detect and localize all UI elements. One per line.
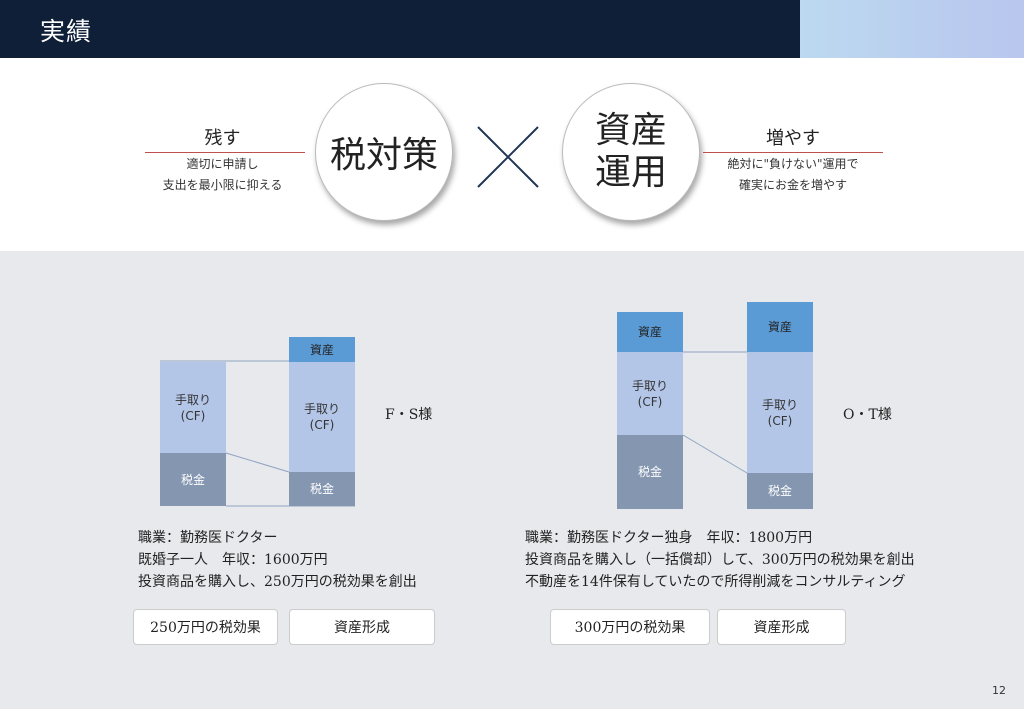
asset-bar-label: 資産 <box>637 325 662 339</box>
case1-description: 職業：勤務医ドクター 既婚子一人 年収：1600万円 投資商品を購入し、250万… <box>138 527 417 593</box>
tax-effect-button-2[interactable]: 300万円の税効果 <box>550 609 710 645</box>
tax-bar-before: 税金 <box>617 435 683 509</box>
asset-management-label: 資産 <box>594 110 667 151</box>
tax-bar-after: 税金 <box>747 473 813 509</box>
asset-bar-before: 資産 <box>617 312 683 352</box>
case2-description: 職業：勤務医ドクター独身 年収：1800万円 投資商品を購入し（一括償却）して、… <box>525 527 915 593</box>
asset-bar-after: 資産 <box>289 337 355 362</box>
cf-bar-label: 手取り (CF) <box>174 392 211 423</box>
tax-measure-label: 税対策 <box>329 135 438 176</box>
asset-bar-label: 資産 <box>309 342 334 357</box>
cf-bar-label: 手取り (CF) <box>303 402 340 432</box>
asset-management-label: 運用 <box>594 152 667 193</box>
case2-desc-line: 職業：勤務医ドクター独身 年収：1800万円 <box>525 530 813 546</box>
header-bar <box>0 0 800 58</box>
case2-desc-line: 投資商品を購入し（一括償却）して、300万円の税効果を創出 <box>525 552 915 568</box>
cf-bar-label: 手取り (CF) <box>631 378 668 409</box>
times-icon <box>477 126 539 188</box>
tax-bar-label: 税金 <box>637 465 662 479</box>
tax-bar-label: 税金 <box>767 484 792 498</box>
tax-effect-button-1[interactable]: 250万円の税効果 <box>133 609 278 645</box>
client-name-ot: O・T様 <box>843 407 892 423</box>
tax-measure-circle: 税対策 <box>315 83 453 221</box>
left-desc-line: 適切に申請し <box>186 157 259 171</box>
header-accent <box>800 0 1024 58</box>
right-title: 増やす <box>766 128 820 149</box>
right-desc-line: 確実にお金を増やす <box>738 178 847 192</box>
right-divider <box>703 152 883 153</box>
asset-formation-button-1[interactable]: 資産形成 <box>289 609 435 645</box>
tax-bar-label: 税金 <box>180 472 205 487</box>
right-description: 絶対に"負けない"運用で 確実にお金を増やす <box>698 154 888 196</box>
page-title: 実績 <box>40 17 93 46</box>
tax-bar-after: 税金 <box>289 472 355 506</box>
client-name-fs: F・S様 <box>385 407 433 423</box>
asset-bar-label: 資産 <box>767 320 792 334</box>
cf-bar-before: 手取り (CF) <box>617 352 683 435</box>
case2-desc-line: 不動産を14件保有していたので所得削減をコンサルティング <box>525 574 906 590</box>
case1-desc-line: 投資商品を購入し、250万円の税効果を創出 <box>138 574 417 590</box>
asset-formation-button-2[interactable]: 資産形成 <box>717 609 846 645</box>
tax-bar-before: 税金 <box>160 453 226 506</box>
cf-bar-before: 手取り (CF) <box>160 362 226 453</box>
left-desc-line: 支出を最小限に抑える <box>162 178 283 192</box>
left-divider <box>145 152 305 153</box>
asset-bar-after: 資産 <box>747 302 813 352</box>
case1-desc-line: 職業：勤務医ドクター <box>138 530 278 546</box>
left-description: 適切に申請し 支出を最小限に抑える <box>140 154 305 196</box>
cf-bar-after: 手取り (CF) <box>289 362 355 472</box>
case1-desc-line: 既婚子一人 年収：1600万円 <box>138 552 328 568</box>
cf-bar-label: 手取り (CF) <box>761 397 798 428</box>
left-title: 残す <box>204 128 241 149</box>
cf-bar-after: 手取り (CF) <box>747 352 813 473</box>
tax-bar-label: 税金 <box>309 482 334 496</box>
page-number: 12 <box>992 684 1006 697</box>
right-desc-line: 絶対に"負けない"運用で <box>727 157 859 171</box>
asset-management-circle: 資産 運用 <box>562 83 700 221</box>
